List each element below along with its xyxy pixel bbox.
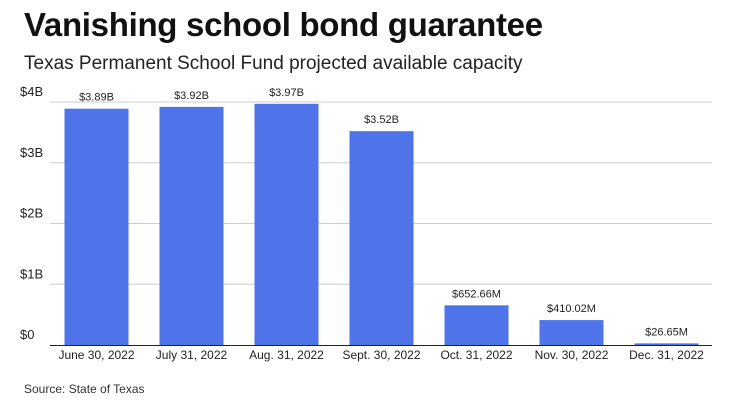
x-tick-label: July 31, 2022 bbox=[156, 348, 228, 362]
bar bbox=[539, 320, 604, 345]
y-tick-label: $2B bbox=[20, 206, 43, 221]
bars bbox=[64, 103, 699, 346]
y-tick-label: $0 bbox=[20, 327, 34, 342]
bar bbox=[349, 131, 414, 345]
chart-subtitle: Texas Permanent School Fund projected av… bbox=[24, 53, 523, 74]
bar-value-label: $3.89B bbox=[79, 92, 114, 104]
bar-value-label: $652.66M bbox=[452, 288, 501, 300]
y-tick-label: $3B bbox=[20, 145, 43, 160]
bar-value-label: $26.65M bbox=[645, 326, 688, 338]
x-axis-tick-labels: June 30, 2022 July 31, 2022 Aug. 31, 2022 S… bbox=[58, 348, 704, 362]
y-tick-label: $4B bbox=[20, 84, 43, 99]
x-tick-label: Sept. 30, 2022 bbox=[342, 348, 420, 362]
bar bbox=[634, 343, 699, 345]
bar bbox=[254, 103, 319, 345]
x-tick-label: Nov. 30, 2022 bbox=[535, 348, 609, 362]
x-tick-label: Aug. 31, 2022 bbox=[249, 348, 324, 362]
bar bbox=[444, 305, 509, 345]
bar-value-label: $3.97B bbox=[269, 87, 304, 99]
bar-value-labels: $3.89B $3.92B $3.97B $3.52B $652.66M $410.02M… bbox=[79, 87, 688, 339]
bar-value-label: $3.92B bbox=[174, 90, 209, 102]
bar-value-label: $3.52B bbox=[364, 114, 399, 126]
bar bbox=[159, 106, 224, 345]
source-note: Source: State of Texas bbox=[24, 382, 145, 396]
y-axis-tick-labels: $0 $1B $2B $3B $4B bbox=[20, 84, 43, 342]
bar bbox=[64, 108, 129, 346]
x-tick-label: Oct. 31, 2022 bbox=[440, 348, 512, 362]
y-tick-label: $1B bbox=[20, 266, 43, 281]
x-tick-label: Dec. 31, 2022 bbox=[629, 348, 704, 362]
bar-value-label: $410.02M bbox=[547, 303, 596, 315]
x-tick-label: June 30, 2022 bbox=[58, 348, 134, 362]
chart-title: Vanishing school bond guarantee bbox=[24, 6, 543, 43]
